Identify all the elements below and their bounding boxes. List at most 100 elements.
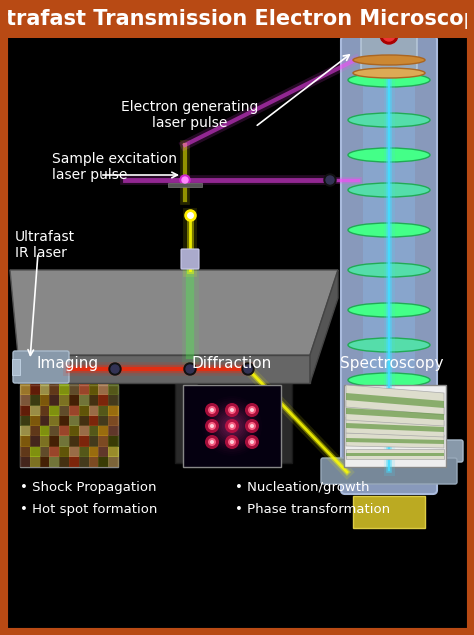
Circle shape: [245, 435, 259, 449]
Bar: [30, 384, 41, 395]
Circle shape: [225, 419, 239, 433]
Bar: [108, 456, 119, 467]
Bar: [20, 384, 31, 395]
Circle shape: [210, 440, 214, 444]
Circle shape: [208, 406, 216, 414]
Bar: [20, 415, 31, 426]
Bar: [69, 446, 80, 457]
Ellipse shape: [348, 338, 430, 352]
Circle shape: [248, 406, 256, 414]
Text: Diffraction: Diffraction: [192, 356, 272, 371]
Bar: [99, 435, 109, 446]
Bar: [59, 384, 70, 395]
Polygon shape: [346, 433, 444, 448]
Bar: [69, 404, 80, 416]
Polygon shape: [346, 423, 444, 432]
Bar: [69, 435, 80, 446]
Circle shape: [226, 420, 238, 432]
Bar: [353, 496, 425, 528]
Polygon shape: [346, 393, 444, 408]
Bar: [69, 415, 80, 426]
Bar: [89, 384, 100, 395]
Polygon shape: [346, 408, 444, 420]
Text: • Nucleation/growth: • Nucleation/growth: [235, 481, 370, 494]
Bar: [20, 456, 31, 467]
Text: • Shock Propagation: • Shock Propagation: [20, 481, 156, 494]
FancyBboxPatch shape: [341, 36, 437, 494]
Circle shape: [228, 438, 236, 446]
Bar: [20, 394, 31, 406]
Bar: [385, 20, 393, 38]
Bar: [59, 435, 70, 446]
Polygon shape: [346, 401, 444, 426]
Polygon shape: [10, 270, 338, 355]
Bar: [363, 75, 415, 475]
Circle shape: [208, 422, 216, 430]
Bar: [99, 415, 109, 426]
Bar: [20, 425, 31, 436]
Circle shape: [184, 363, 196, 375]
Bar: [30, 415, 41, 426]
Bar: [30, 425, 41, 436]
Circle shape: [228, 422, 236, 430]
Bar: [270, 383, 292, 463]
Circle shape: [222, 416, 242, 436]
Bar: [55, 383, 77, 463]
Bar: [40, 456, 50, 467]
Circle shape: [230, 440, 234, 444]
Bar: [20, 435, 31, 446]
Polygon shape: [346, 449, 444, 459]
Bar: [40, 435, 50, 446]
Circle shape: [230, 424, 234, 428]
Bar: [108, 394, 119, 406]
Bar: [108, 435, 119, 446]
Bar: [89, 415, 100, 426]
Circle shape: [205, 419, 219, 433]
Bar: [79, 415, 90, 426]
Bar: [30, 446, 41, 457]
Polygon shape: [346, 417, 444, 437]
Bar: [30, 435, 41, 446]
Bar: [59, 446, 70, 457]
Bar: [79, 384, 90, 395]
FancyBboxPatch shape: [181, 249, 199, 269]
Bar: [183, 385, 281, 467]
Bar: [49, 446, 60, 457]
Circle shape: [225, 403, 239, 417]
Bar: [79, 425, 90, 436]
Circle shape: [205, 403, 219, 417]
Circle shape: [245, 403, 259, 417]
Circle shape: [210, 424, 214, 428]
Circle shape: [228, 406, 236, 414]
Ellipse shape: [348, 113, 430, 127]
Bar: [40, 384, 50, 395]
Bar: [175, 383, 197, 463]
Ellipse shape: [348, 303, 430, 317]
Bar: [89, 435, 100, 446]
Bar: [69, 384, 80, 395]
Ellipse shape: [353, 68, 425, 78]
Polygon shape: [346, 453, 444, 456]
Circle shape: [230, 424, 234, 428]
Bar: [49, 456, 60, 467]
FancyBboxPatch shape: [361, 34, 417, 70]
Bar: [108, 404, 119, 416]
Circle shape: [244, 365, 252, 373]
Text: • Hot spot formation: • Hot spot formation: [20, 503, 157, 516]
Bar: [59, 456, 70, 467]
Ellipse shape: [348, 73, 430, 87]
Bar: [99, 446, 109, 457]
Bar: [30, 394, 41, 406]
Polygon shape: [18, 355, 310, 383]
Polygon shape: [346, 438, 444, 444]
Circle shape: [225, 435, 239, 449]
Ellipse shape: [348, 373, 430, 387]
Bar: [108, 415, 119, 426]
Bar: [49, 404, 60, 416]
Ellipse shape: [348, 183, 430, 197]
Bar: [20, 404, 31, 416]
Bar: [49, 394, 60, 406]
Ellipse shape: [348, 408, 430, 422]
Circle shape: [326, 176, 334, 184]
Bar: [49, 435, 60, 446]
